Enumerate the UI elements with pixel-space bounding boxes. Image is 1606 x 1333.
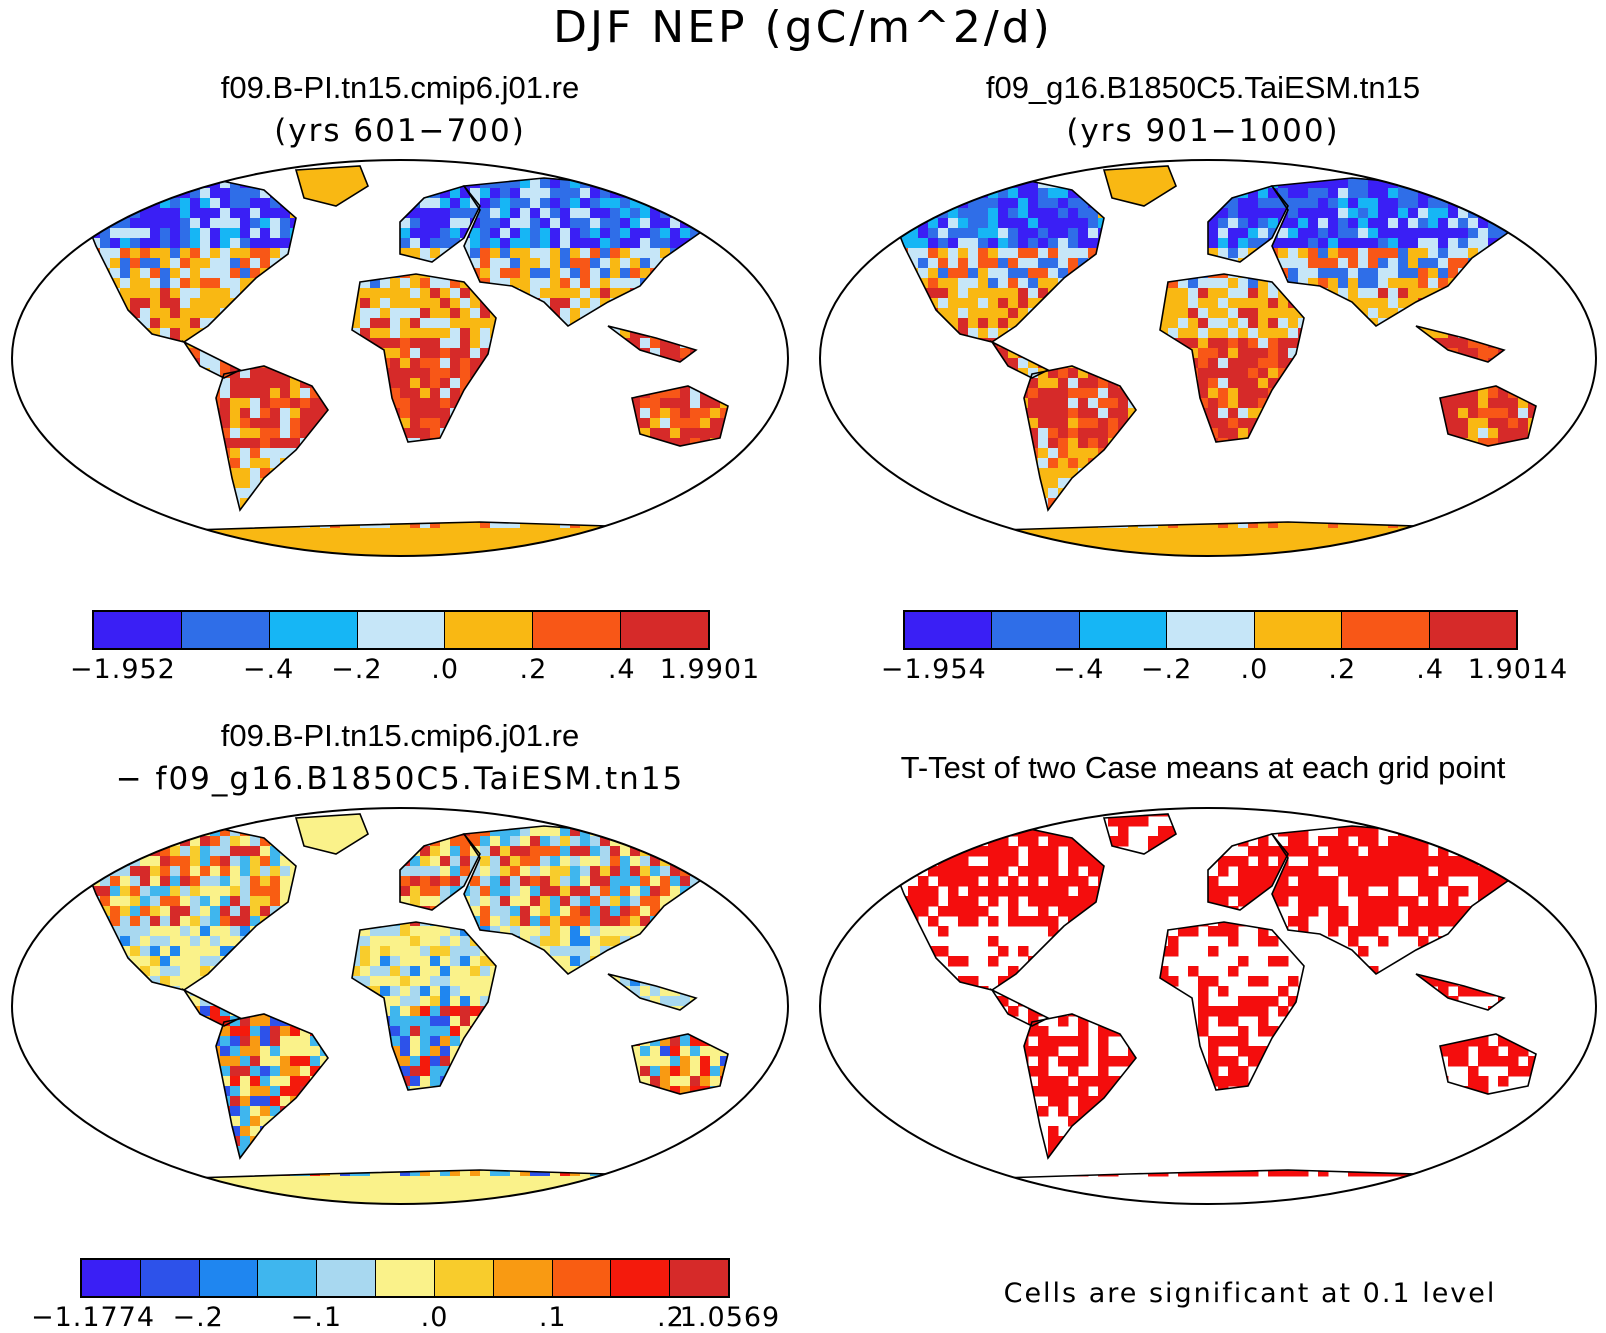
colorbar-swatch [317,1260,376,1296]
panel-diff-title: f09.B-PI.tn15.cmip6.j01.re [0,718,800,754]
panel-diff-subtitle: − f09_g16.B1850C5.TaiESM.tn15 [0,761,800,797]
colorbar-swatch [611,1260,670,1296]
colorbar-swatch [621,612,708,648]
colorbar-swatch [200,1260,259,1296]
colorbar-swatch [905,612,992,648]
colorbar-case1 [92,610,710,650]
colorbar-tick-label: −.1 [291,1302,342,1333]
colorbar-tick-label: −.2 [172,1302,223,1333]
colorbar-swatch [1080,612,1167,648]
panel-case1-subtitle: (yrs 601−700) [0,113,800,149]
colorbar-swatch [670,1260,728,1296]
colorbar-swatch [533,612,621,648]
colorbar-tick-label: −.4 [1053,654,1104,685]
colorbar-diff [80,1258,730,1298]
ttest-significance-note: Cells are significant at 0.1 level [960,1278,1540,1309]
colorbar-tick-label: 1.9014 [1468,654,1568,685]
colorbar-swatch [1342,612,1429,648]
colorbar-swatch [1430,612,1516,648]
colorbar-tick-label: .0 [431,654,459,685]
colorbar-tick-label: −.2 [331,654,382,685]
panel-ttest-title: T-Test of two Case means at each grid po… [800,750,1606,786]
map-diff [0,806,800,1206]
colorbar-tick-label: .4 [608,654,636,685]
colorbar-tick-label: .1 [539,1302,567,1333]
colorbar-swatch [141,1260,200,1296]
panel-case2-title: f09_g16.B1850C5.TaiESM.tn15 [800,70,1606,106]
colorbar-tick-label: −1.1774 [31,1302,155,1333]
figure-title: DJF NEP (gC/m^2/d) [0,2,1606,53]
panel-case1-title: f09.B-PI.tn15.cmip6.j01.re [0,70,800,106]
colorbar-tick-label: −.4 [243,654,294,685]
colorbar-tick-label: −1.954 [881,654,987,685]
colorbar-swatch [553,1260,612,1296]
colorbar-tick-label: .4 [1416,654,1444,685]
colorbar-tick-label: −1.952 [70,654,176,685]
colorbar-swatch [358,612,446,648]
colorbar-swatch [435,1260,494,1296]
colorbar-swatch [1167,612,1254,648]
panel-case2-subtitle: (yrs 901−1000) [800,113,1606,149]
colorbar-swatch [992,612,1079,648]
colorbar-tick-label: .0 [421,1302,449,1333]
colorbar-swatch [258,1260,317,1296]
colorbar-swatch [445,612,533,648]
colorbar-swatch [376,1260,435,1296]
colorbar-case2 [903,610,1518,650]
map-case2 [808,158,1606,558]
colorbar-swatch [94,612,182,648]
colorbar-swatch [82,1260,141,1296]
colorbar-tick-label: 1.9901 [660,654,760,685]
map-ttest [808,806,1606,1206]
colorbar-tick-label: .2 [520,654,548,685]
map-case1 [0,158,800,558]
colorbar-swatch [1255,612,1342,648]
colorbar-swatch [270,612,358,648]
colorbar-tick-label: 1.0569 [680,1302,780,1333]
colorbar-tick-label: .2 [1328,654,1356,685]
colorbar-tick-label: .0 [1241,654,1269,685]
colorbar-tick-label: −.2 [1141,654,1192,685]
colorbar-swatch [182,612,270,648]
colorbar-swatch [494,1260,553,1296]
